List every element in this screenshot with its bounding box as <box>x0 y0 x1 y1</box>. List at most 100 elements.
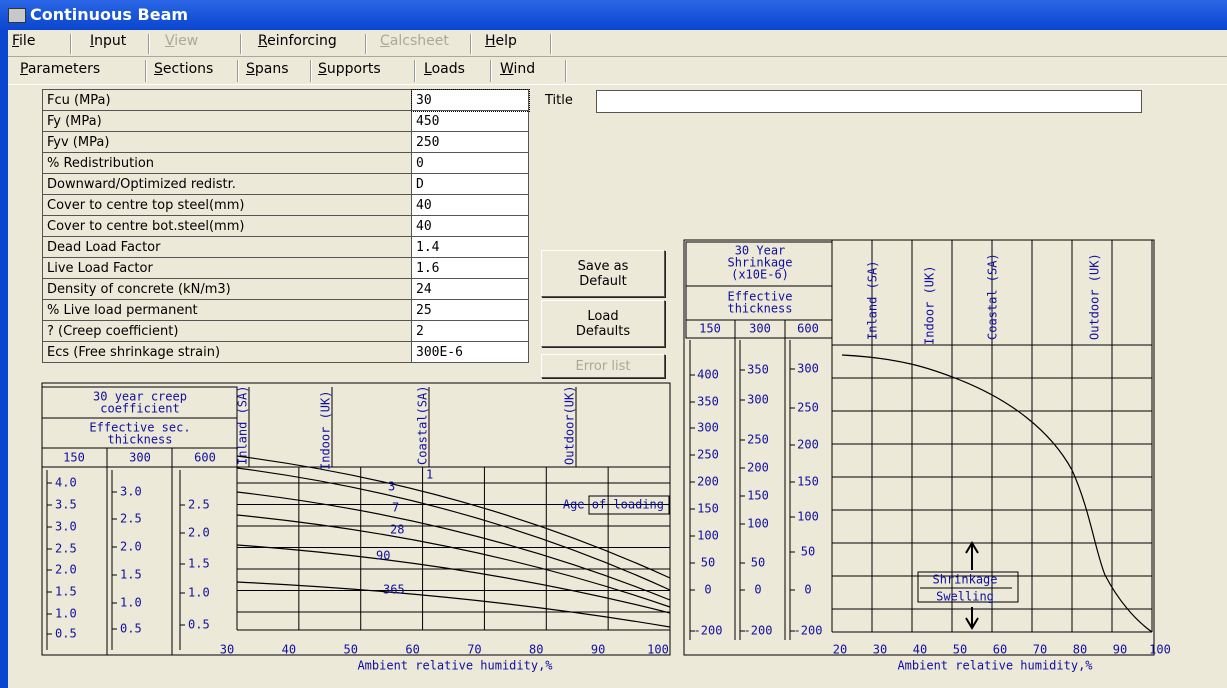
tab-separator <box>414 60 416 82</box>
parameter-value[interactable]: 40 <box>411 194 529 216</box>
creep-curve <box>236 514 671 608</box>
scale-label: 100 <box>797 510 819 524</box>
tab-separator <box>565 60 567 82</box>
menu-item[interactable]: Calcsheet <box>380 33 449 49</box>
parameter-label: Ecs (Free shrinkage strain) <box>42 341 412 363</box>
menu-item[interactable]: Reinforcing <box>258 33 337 49</box>
scale-label: 0 <box>754 583 761 597</box>
age-label: 7 <box>392 501 399 515</box>
title-label: Title <box>545 93 573 108</box>
zone-label: Coastal (SA) <box>986 253 1000 340</box>
parameter-row: Cover to centre bot.steel(mm) 40 <box>42 215 529 237</box>
parameter-value[interactable]: 1.4 <box>411 236 529 258</box>
menu-item[interactable]: Help <box>485 33 517 49</box>
parameter-value[interactable]: 250 <box>411 131 529 153</box>
parameter-value[interactable]: 30 <box>410 88 530 112</box>
tab[interactable]: Supports <box>318 61 381 77</box>
tab[interactable]: Parameters <box>20 61 101 77</box>
parameter-label: Fy (MPa) <box>42 110 412 132</box>
title-input[interactable] <box>596 90 1142 113</box>
menu-separator <box>550 34 552 54</box>
parameter-value[interactable]: D <box>411 173 529 195</box>
x-tick-label: 20 <box>833 643 847 657</box>
parameter-row: Density of concrete (kN/m3) 24 <box>42 278 529 300</box>
tab-separator <box>145 60 147 82</box>
scale-label: 100 <box>697 529 719 543</box>
parameter-label: Dead Load Factor <box>42 236 412 258</box>
scale-label: 2.5 <box>120 512 142 526</box>
scale-label: 1.5 <box>188 557 210 571</box>
tab-separator <box>490 60 492 82</box>
scale-label: 300 <box>747 393 769 407</box>
age-of-loading: Age of loading <box>563 498 664 512</box>
menu-item[interactable]: File <box>12 33 36 49</box>
scale-label: 50 <box>751 556 765 570</box>
app-icon <box>8 8 26 23</box>
shrinkage-chart-frame <box>683 239 1155 656</box>
parameter-label: Cover to centre top steel(mm) <box>42 194 412 216</box>
x-tick-label: 90 <box>591 643 605 657</box>
scale-label: 200 <box>697 475 719 489</box>
scale-label: 50 <box>701 556 715 570</box>
zone-label: Inland (SA) <box>866 261 880 340</box>
scale-label: 250 <box>747 433 769 447</box>
creep-curve <box>236 491 671 601</box>
parameter-label: Cover to centre bot.steel(mm) <box>42 215 412 237</box>
scale-label: 3.0 <box>120 485 142 499</box>
x-tick-label: 60 <box>405 643 419 657</box>
parameter-value[interactable]: 450 <box>411 110 529 132</box>
x-tick-label: 40 <box>282 643 296 657</box>
button[interactable]: Save as Default <box>541 250 665 297</box>
creep-header: 30 year creep <box>93 390 187 404</box>
parameter-label: ? (Creep coefficient) <box>42 320 412 342</box>
parameter-row: Dead Load Factor 1.4 <box>42 236 529 258</box>
scale-label: 4.0 <box>55 476 77 490</box>
menu-separator <box>470 34 472 54</box>
x-tick-label: 100 <box>1149 643 1171 657</box>
age-label: 1 <box>426 468 433 482</box>
column-label: 300 <box>129 451 151 465</box>
parameter-value[interactable]: 300E-6 <box>411 341 529 363</box>
scale-label: 200 <box>797 438 819 452</box>
zone-label: Outdoor (UK) <box>1088 253 1102 340</box>
parameter-label: % Redistribution <box>42 152 412 174</box>
tab[interactable]: Spans <box>246 61 289 77</box>
menu-item[interactable]: View <box>165 33 199 49</box>
creep-curve <box>236 455 671 579</box>
button[interactable]: Load Defaults <box>541 300 665 347</box>
scale-label: 2.0 <box>188 526 210 540</box>
scale-label: 250 <box>697 448 719 462</box>
shrinkage-header: 30 Year <box>735 244 786 258</box>
x-tick-label: 70 <box>1033 643 1047 657</box>
x-axis-label: Ambient relative humidity,% <box>357 659 553 673</box>
tab[interactable]: Wind <box>500 61 536 77</box>
x-tick-label: 80 <box>529 643 543 657</box>
x-tick-label: 30 <box>220 643 234 657</box>
x-tick-label: 30 <box>873 643 887 657</box>
tab-separator <box>237 60 239 82</box>
zone-label: Outdoor(UK) <box>563 386 577 465</box>
menu-item[interactable]: Input <box>90 33 127 49</box>
tab[interactable]: Sections <box>154 61 214 77</box>
parameter-row: % Redistribution 0 <box>42 152 529 174</box>
creep-curve <box>236 467 671 591</box>
zone-label: Coastal(SA) <box>416 386 430 465</box>
shrinkage-header: Shrinkage <box>727 256 792 270</box>
scale-label: 0 <box>704 583 711 597</box>
age-label: 3 <box>388 480 395 494</box>
column-label: 600 <box>194 451 216 465</box>
tab[interactable]: Loads <box>424 61 465 77</box>
x-tick-label: 40 <box>913 643 927 657</box>
parameter-label: Density of concrete (kN/m3) <box>42 278 412 300</box>
scale-label: 200 <box>747 461 769 475</box>
parameter-value[interactable]: 40 <box>411 215 529 237</box>
scale-label: 300 <box>797 362 819 376</box>
age-label: 365 <box>383 583 405 597</box>
parameter-value[interactable]: 25 <box>411 299 529 321</box>
scale-label: 2.5 <box>55 542 77 556</box>
shrinkage-curve <box>841 354 1153 633</box>
window-title: Continuous Beam <box>30 5 189 24</box>
scale-label: 3.5 <box>55 498 77 512</box>
scale-label: 3.0 <box>55 520 77 534</box>
